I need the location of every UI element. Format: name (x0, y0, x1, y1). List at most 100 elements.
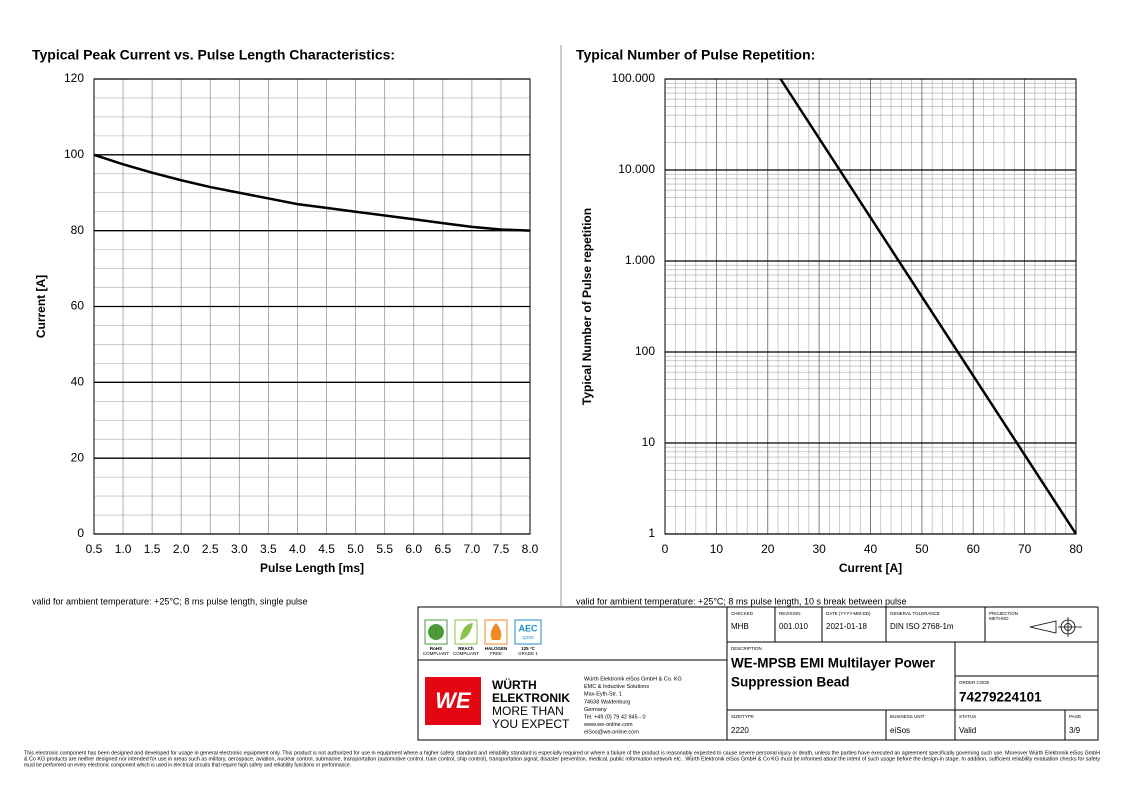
x-tick-label: 6.5 (434, 542, 451, 556)
x-tick-label: 60 (967, 542, 981, 556)
field-label: REVISION (779, 611, 801, 616)
y-tick-label: 100 (64, 147, 84, 161)
x-tick-label: 7.0 (464, 542, 481, 556)
x-tick-label: 70 (1018, 542, 1032, 556)
field-value: DIN ISO 2768-1m (890, 622, 954, 631)
x-tick-label: 7.5 (493, 542, 510, 556)
x-axis-label: Current [A] (839, 561, 902, 575)
disclaimer: & Co KG products are neither designed no… (24, 756, 1101, 762)
y-tick-label: 0 (77, 526, 84, 540)
y-tick-label: 100.000 (612, 71, 656, 85)
plot-frame (664, 78, 1077, 535)
y-tick-label: 1.000 (625, 253, 655, 267)
x-tick-label: 40 (864, 542, 878, 556)
field-label: METHOD (989, 616, 1009, 621)
y-tick-label: 100 (635, 344, 655, 358)
badges: RoHS COMPLIANT REACh COMPLIANT HALOGEN F… (423, 619, 542, 656)
address-line: Würth Elektronik eiSos GmbH & Co. KG (584, 676, 682, 682)
x-tick-label: 0.5 (86, 542, 103, 556)
badge-text: REACh (458, 646, 474, 651)
x-tick-label: 10 (710, 542, 724, 556)
x-tick-label: 50 (915, 542, 929, 556)
x-tick-label: 3.0 (231, 542, 248, 556)
x-tick-label: 3.5 (260, 542, 277, 556)
y-tick-label: 80 (71, 223, 85, 237)
address-line: Max-Eyth-Str. 1 (584, 692, 622, 698)
field-label: DESCRIPTION (731, 646, 762, 651)
field-value: eiSos (890, 726, 910, 735)
data-line (93, 153, 531, 232)
address-line: EMC & Inductive Solutions (584, 684, 649, 690)
badge-text: AEC (518, 623, 538, 633)
field-label: DATE (YYYY-MM-DD) (826, 611, 871, 616)
logo-text: MORE THAN (492, 704, 564, 718)
x-tick-label: 1.5 (144, 542, 161, 556)
y-tick-label: 60 (71, 299, 85, 313)
field-label: STATUS (959, 714, 976, 719)
x-tick-label: 2.0 (173, 542, 190, 556)
logo-text: YOU EXPECT (492, 717, 570, 731)
description: Suppression Bead (731, 675, 850, 690)
disclaimer: must be performed on every electronic co… (24, 762, 351, 768)
chart-title: Typical Peak Current vs. Pulse Length Ch… (32, 47, 395, 63)
badge-text: HALOGEN (485, 646, 508, 651)
y-tick-label: 10 (642, 435, 656, 449)
x-tick-label: 2.5 (202, 542, 219, 556)
x-tick-label: 80 (1069, 542, 1083, 556)
x-tick-label: 5.0 (347, 542, 364, 556)
logo-mark-text: WE (435, 688, 472, 713)
projection-symbol (1029, 617, 1082, 637)
address-line: 74638 Waldenburg (584, 699, 630, 705)
description: WE-MPSB EMI Multilayer Power (731, 656, 936, 671)
badge-text: RoHS (430, 646, 442, 651)
aec-badge (514, 619, 542, 645)
chart-note: valid for ambient temperature: +25°C; 8 … (576, 596, 907, 606)
address-line: www.we-online.com (583, 722, 633, 728)
y-tick-label: 120 (64, 71, 84, 85)
x-axis-label: Pulse Length [ms] (260, 561, 364, 575)
address: Würth Elektronik eiSos GmbH & Co. KG EMC … (583, 676, 682, 735)
field-label: ORDER CODE (959, 680, 990, 685)
plot-frame (93, 78, 531, 535)
x-tick-label: 0 (662, 542, 669, 556)
logo-text: WÜRTH (492, 677, 537, 692)
badge-text: COMPLIANT (453, 651, 480, 656)
disclaimer: This electronic component has been desig… (24, 750, 1100, 756)
field-label: GENERAL TOLERANCE (890, 611, 940, 616)
x-tick-label: 6.0 (405, 542, 422, 556)
field-label: SIZE/TYPE (731, 714, 754, 719)
y-tick-label: 40 (71, 375, 85, 389)
badge-text: FREE (490, 651, 502, 656)
chart-title: Typical Number of Pulse Repetition: (576, 47, 815, 63)
x-tick-label: 20 (761, 542, 775, 556)
order-code: 74279224101 (959, 690, 1042, 705)
chart-note: valid for ambient temperature: +25°C; 8 … (32, 596, 308, 606)
halogen-icon (490, 623, 502, 640)
x-tick-label: 4.5 (318, 542, 335, 556)
field-label: PAGE (1069, 714, 1081, 719)
field-value: MHB (731, 622, 749, 631)
x-tick-label: 5.5 (376, 542, 393, 556)
field-label: BUSINESS UNIT (890, 714, 925, 719)
badge-text: COMPLIANT (423, 651, 450, 656)
field-label: PROJECTION (989, 611, 1018, 616)
badge-text: Q200 (522, 635, 534, 640)
x-tick-label: 1.0 (115, 542, 132, 556)
x-tick-label: 4.0 (289, 542, 306, 556)
y-tick-label: 10.000 (618, 162, 655, 176)
field-value: 2220 (731, 726, 749, 735)
y-tick-label: 1 (648, 526, 655, 540)
title-block-frame (417, 606, 1099, 741)
field-label: CHECKED (731, 611, 754, 616)
badge-text: GRADE 1 (518, 651, 538, 656)
x-tick-label: 8.0 (522, 542, 539, 556)
field-value: 3/9 (1069, 726, 1081, 735)
data-line (779, 78, 1078, 535)
field-value: Valid (959, 726, 976, 735)
y-tick-label: 20 (71, 450, 85, 464)
field-value: 001.010 (779, 622, 808, 631)
field-value: 2021-01-18 (826, 622, 867, 631)
address-line: Germany (584, 707, 607, 713)
